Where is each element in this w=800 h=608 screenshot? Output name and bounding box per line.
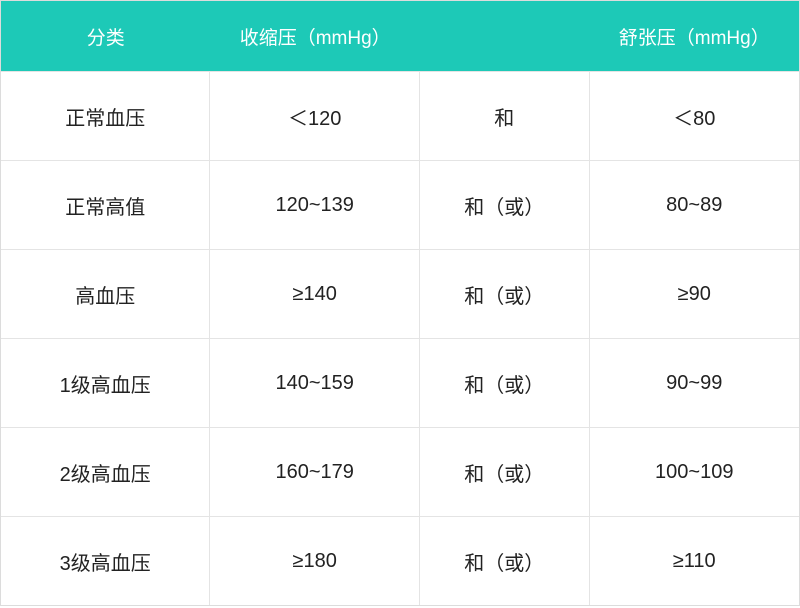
header-category: 分类 xyxy=(1,1,210,71)
cell-diastolic: ≥90 xyxy=(590,250,799,338)
cell-category: 1级高血压 xyxy=(1,339,210,427)
cell-conjunction: 和（或） xyxy=(420,161,590,249)
table-row: 3级高血压 ≥180 和（或） ≥110 xyxy=(1,516,799,605)
cell-systolic: ≥180 xyxy=(210,517,419,605)
cell-conjunction: 和 xyxy=(420,72,590,160)
cell-diastolic: 100~109 xyxy=(590,428,799,516)
cell-conjunction: 和（或） xyxy=(420,428,590,516)
table-row: 高血压 ≥140 和（或） ≥90 xyxy=(1,249,799,338)
cell-diastolic: ≥110 xyxy=(590,517,799,605)
table-row: 2级高血压 160~179 和（或） 100~109 xyxy=(1,427,799,516)
table-row: 正常高值 120~139 和（或） 80~89 xyxy=(1,160,799,249)
cell-systolic: 160~179 xyxy=(210,428,419,516)
cell-category: 2级高血压 xyxy=(1,428,210,516)
bp-classification-table: 分类 收缩压（mmHg） 舒张压（mmHg） 正常血压 ＜120 和 ＜80 正… xyxy=(0,0,800,606)
header-conjunction xyxy=(420,1,590,71)
cell-category: 正常高值 xyxy=(1,161,210,249)
header-systolic: 收缩压（mmHg） xyxy=(210,1,419,71)
cell-conjunction: 和（或） xyxy=(420,250,590,338)
cell-diastolic: 80~89 xyxy=(590,161,799,249)
cell-diastolic: ＜80 xyxy=(590,72,799,160)
cell-conjunction: 和（或） xyxy=(420,517,590,605)
cell-category: 高血压 xyxy=(1,250,210,338)
cell-category: 3级高血压 xyxy=(1,517,210,605)
cell-diastolic: 90~99 xyxy=(590,339,799,427)
table-row: 1级高血压 140~159 和（或） 90~99 xyxy=(1,338,799,427)
cell-systolic: ≥140 xyxy=(210,250,419,338)
table-header-row: 分类 收缩压（mmHg） 舒张压（mmHg） xyxy=(1,1,799,71)
cell-systolic: 120~139 xyxy=(210,161,419,249)
header-diastolic: 舒张压（mmHg） xyxy=(590,1,799,71)
cell-systolic: 140~159 xyxy=(210,339,419,427)
cell-conjunction: 和（或） xyxy=(420,339,590,427)
cell-category: 正常血压 xyxy=(1,72,210,160)
cell-systolic: ＜120 xyxy=(210,72,419,160)
table-row: 正常血压 ＜120 和 ＜80 xyxy=(1,71,799,160)
